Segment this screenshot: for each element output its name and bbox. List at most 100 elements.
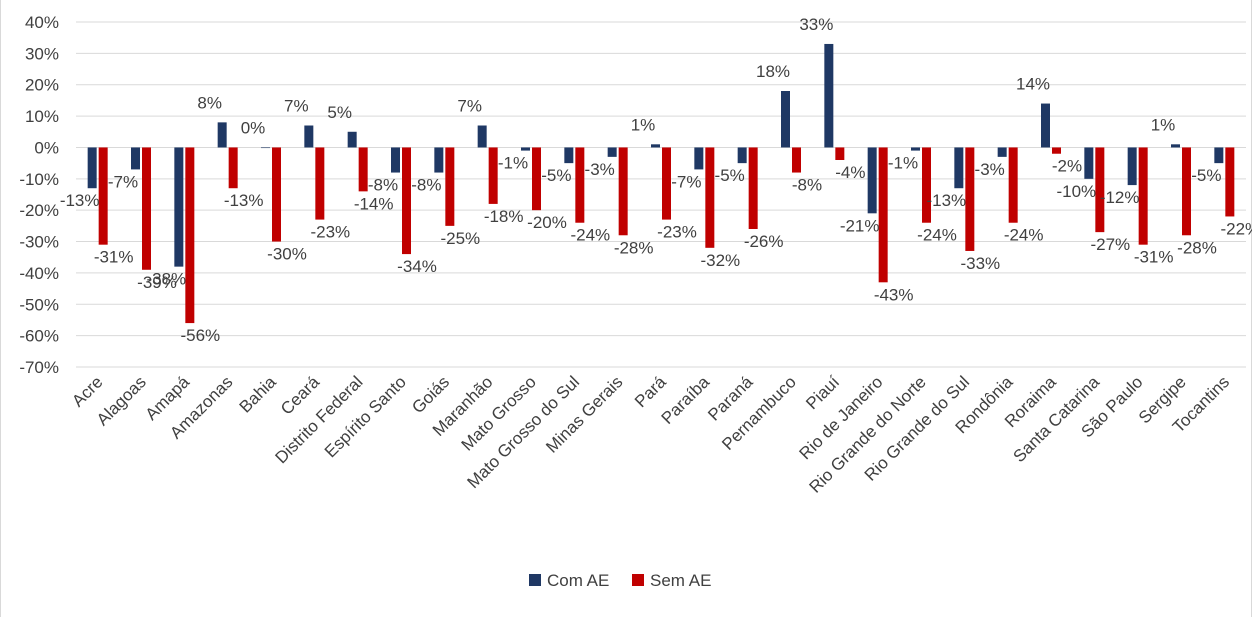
bar-com-ae: [954, 147, 964, 189]
bar-sem-ae: [792, 147, 801, 173]
y-tick-label: 30%: [25, 44, 59, 63]
data-label: -56%: [180, 326, 220, 345]
bar-sem-ae: [358, 147, 368, 192]
data-label: -38%: [146, 270, 186, 289]
y-tick-label: -60%: [19, 327, 59, 346]
data-label: -7%: [671, 172, 701, 191]
bar-com-ae: [781, 91, 790, 148]
bar-sem-ae: [1182, 147, 1191, 236]
bar-com-ae: [174, 147, 184, 267]
bar-sem-ae: [1138, 147, 1148, 245]
data-label: -8%: [368, 176, 398, 195]
data-label: -28%: [614, 238, 654, 257]
data-label: -10%: [1056, 182, 1096, 201]
bar-com-ae: [651, 144, 660, 148]
data-label: -30%: [267, 245, 307, 264]
bar-com-ae: [1127, 147, 1137, 186]
data-label: 33%: [799, 15, 833, 34]
bar-sem-ae: [1225, 147, 1235, 217]
bar-com-ae: [1041, 103, 1050, 148]
legend-swatch-com-ae: [529, 574, 541, 586]
x-category-label: Minas Gerais: [542, 372, 626, 456]
bar-sem-ae: [1095, 147, 1105, 233]
x-category-label: Acre: [68, 372, 106, 410]
y-axis-ticks: 40% 30% 20% 10% 0% -10% -20% -30% -40% -50% -60% -7…: [19, 13, 59, 377]
y-tick-label: -20%: [19, 201, 59, 220]
bar-sem-ae: [1052, 147, 1061, 154]
bars: [87, 43, 1235, 324]
bar-sem-ae: [705, 147, 715, 248]
bar-sem-ae: [748, 147, 758, 229]
y-tick-label: 0%: [34, 138, 59, 157]
bar-sem-ae: [185, 147, 195, 324]
data-label: 14%: [1016, 75, 1050, 94]
data-label: -24%: [570, 226, 610, 245]
data-label: -14%: [354, 194, 394, 213]
y-tick-label: 40%: [25, 13, 59, 32]
bar-sem-ae: [445, 147, 455, 226]
data-label: -1%: [888, 154, 918, 173]
x-category-label: Paraíba: [658, 372, 714, 428]
bar-com-ae: [304, 125, 314, 148]
bar-com-ae: [391, 147, 400, 173]
data-label: -31%: [1134, 248, 1174, 267]
bar-com-ae: [607, 147, 617, 157]
bar-sem-ae: [402, 147, 411, 255]
data-label: -34%: [397, 257, 437, 276]
bar-com-ae: [217, 122, 227, 148]
bar-sem-ae: [315, 147, 325, 220]
bar-com-ae: [1084, 147, 1094, 179]
data-label: 1%: [1151, 115, 1176, 134]
data-label: 1%: [631, 115, 656, 134]
data-label: 7%: [284, 97, 309, 116]
bar-sem-ae: [922, 147, 931, 223]
data-label: -3%: [975, 160, 1005, 179]
y-tick-label: 20%: [25, 76, 59, 95]
data-label: -33%: [960, 254, 1000, 273]
bar-com-ae: [564, 147, 574, 164]
y-tick-label: -50%: [19, 295, 59, 314]
data-label: 18%: [756, 62, 790, 81]
data-label: -23%: [657, 223, 697, 242]
bar-sem-ae: [488, 147, 498, 204]
bar-com-ae: [131, 147, 140, 170]
bar-com-ae: [867, 147, 877, 214]
data-labels: -13% -31% -7% -39%-38% -56% 8% -13% 0% -30% 7% -23…: [60, 15, 1252, 345]
bar-sem-ae: [835, 147, 845, 160]
data-label: 7%: [457, 97, 482, 116]
gridlines: [76, 21, 1246, 368]
data-label: -13%: [224, 191, 264, 210]
bar-com-ae: [347, 131, 357, 148]
bar-com-ae: [911, 147, 920, 151]
data-label: -28%: [1177, 238, 1217, 257]
data-label: -7%: [108, 172, 138, 191]
data-label: -1%: [498, 154, 528, 173]
data-label: -13%: [60, 191, 100, 210]
x-category-label: Pará: [631, 372, 670, 411]
data-label: -3%: [585, 160, 615, 179]
data-label: -2%: [1052, 157, 1082, 176]
y-tick-label: -30%: [19, 233, 59, 252]
y-tick-label: -10%: [19, 170, 59, 189]
bar-com-ae: [87, 147, 97, 189]
data-label: -5%: [1191, 166, 1221, 185]
bar-com-ae: [1214, 147, 1224, 164]
data-label: -39%: [137, 273, 177, 292]
data-label: -24%: [1004, 226, 1044, 245]
data-label: -26%: [744, 232, 784, 251]
data-label: -24%: [917, 226, 957, 245]
data-label: -27%: [1090, 235, 1130, 254]
bar-sem-ae: [228, 147, 238, 189]
data-label: 8%: [197, 93, 222, 112]
data-label: -43%: [874, 285, 914, 304]
bar-com-ae: [694, 147, 704, 170]
data-label: 0%: [241, 118, 266, 137]
bar-sem-ae: [878, 147, 888, 283]
data-label: -4%: [835, 163, 865, 182]
bar-sem-ae: [1008, 147, 1018, 223]
data-label: -31%: [94, 248, 134, 267]
bar-sem-ae: [662, 147, 671, 220]
data-label: -5%: [715, 166, 745, 185]
